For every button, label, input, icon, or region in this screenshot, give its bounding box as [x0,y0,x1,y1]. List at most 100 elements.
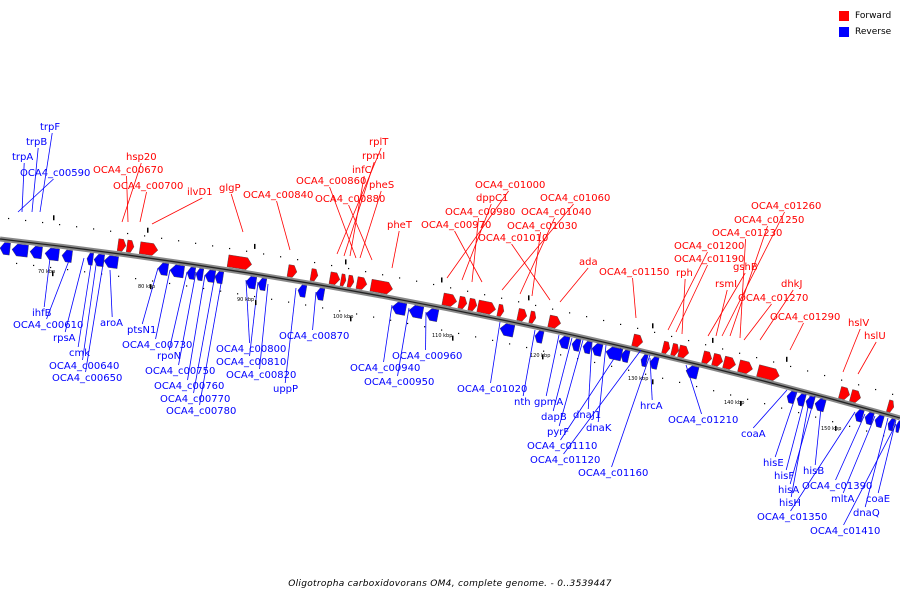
forward-gene-label: dhkJ [781,279,802,290]
tick-label: 140 kbp [724,400,744,406]
forward-gene-label: OCA4_c01060 [540,193,610,204]
guide-dot [705,344,707,346]
legend-reverse-label: Reverse [855,27,892,37]
reverse-gene-label: OCA4_c00730 [122,340,192,351]
leader-line [597,344,607,423]
reverse-gene-label: ptsN1 [127,325,156,336]
leader-line [359,190,382,259]
guide-dot [322,307,324,309]
guide-dot [339,310,341,312]
guide-dot [16,262,18,265]
leader-line [284,287,297,384]
guide-dot [297,259,299,261]
guide-dot [152,280,154,282]
forward-gene-label: OCA4_c01230 [712,228,782,239]
leader-line [199,277,223,406]
forward-gene-label: OCA4_c01010 [478,233,548,244]
guide-dot [50,266,52,269]
reverse-gene-arrow [204,269,217,283]
leader-line [501,203,574,291]
reverse-gene-label: rpsA [53,333,76,344]
forward-gene-label: OCA4_c00670 [93,165,163,176]
forward-gene-label: OCA4_c01290 [770,312,840,323]
leader-line [46,257,71,320]
tick-mark [835,425,837,431]
reverse-gene-label: trpB [26,137,47,148]
guide-dot [645,373,647,375]
guide-dot [59,224,61,226]
reverse-gene-label: OCA4_c00770 [160,394,230,405]
guide-dot [382,274,384,276]
guide-dot [832,421,834,423]
reverse-gene-label: hisF [774,471,794,482]
reverse-gene-label: OCA4_c01390 [802,481,872,492]
guide-dot [305,304,307,306]
guide-dot [271,298,273,300]
reverse-gene-arrow [620,349,631,363]
guide-dot [127,232,129,235]
guide-dot [773,361,775,363]
reverse-gene-arrow [29,245,43,260]
guide-dot [8,217,10,220]
forward-gene-arrow [849,389,861,403]
reverse-gene-label: OCA4_c01020 [457,384,527,395]
guide-dot [501,297,503,299]
leader-line [139,191,147,223]
leader-line [329,186,357,259]
guide-dot [875,388,877,391]
reverse-gene-arrow [93,253,105,267]
leader-line [141,267,159,325]
guide-dot [212,245,214,247]
guide-dot [118,275,120,277]
tick-label: 70 kbp [38,269,55,275]
forward-gene-label: hsp20 [126,152,157,163]
guide-dot [280,256,282,258]
forward-gene-arrow [677,344,689,359]
leader-line [85,257,105,373]
guide-dot [407,322,409,325]
leader-line [522,329,536,397]
leader-line [789,322,804,351]
guide-dot [586,316,588,318]
leader-line [842,328,861,373]
reverse-gene-label: hisE [763,458,784,469]
leader-line [785,393,807,471]
reverse-gene-label: OCA4_c01120 [530,455,600,466]
reverse-gene-arrow [157,262,169,276]
leader-line [649,357,653,401]
reverse-gene-arrow [61,249,73,263]
guide-dot [84,271,86,273]
forward-gene-label: pheT [387,220,413,231]
guide-dot [764,403,766,405]
reverse-gene-label: OCA4_c01210 [668,415,738,426]
guide-dot [237,293,239,295]
leader-lines [17,132,897,526]
forward-gene-label: hslU [864,331,886,342]
reverse-gene-label: gpmA [534,397,563,408]
forward-gene-arrow [722,355,736,370]
reverse-gene-label: OCA4_c00590 [20,168,90,179]
reverse-gene-arrow [315,287,326,301]
guide-dot [569,312,571,314]
guide-dot [671,335,673,338]
guide-dot [781,407,783,409]
leader-line [835,413,866,481]
forward-gene-label: OCA4_c01270 [738,293,808,304]
leader-line [752,389,788,429]
guide-dot [756,357,758,359]
leader-line [790,411,856,512]
reverse-gene-label: OCA4_c01110 [527,441,597,452]
leader-line [312,291,317,331]
guide-dot [628,369,630,371]
guide-dot [42,221,44,224]
tick-mark [786,356,788,362]
forward-gene-arrow [516,308,528,322]
gene-arrows [0,215,900,433]
guide-dot [331,264,333,267]
reverse-gene-arrow [408,305,425,320]
forward-gene-arrow [547,314,561,329]
guide-dot [688,339,690,342]
reverse-gene-label: mltA [831,494,854,505]
leader-line [864,417,889,508]
leader-line [759,289,794,341]
